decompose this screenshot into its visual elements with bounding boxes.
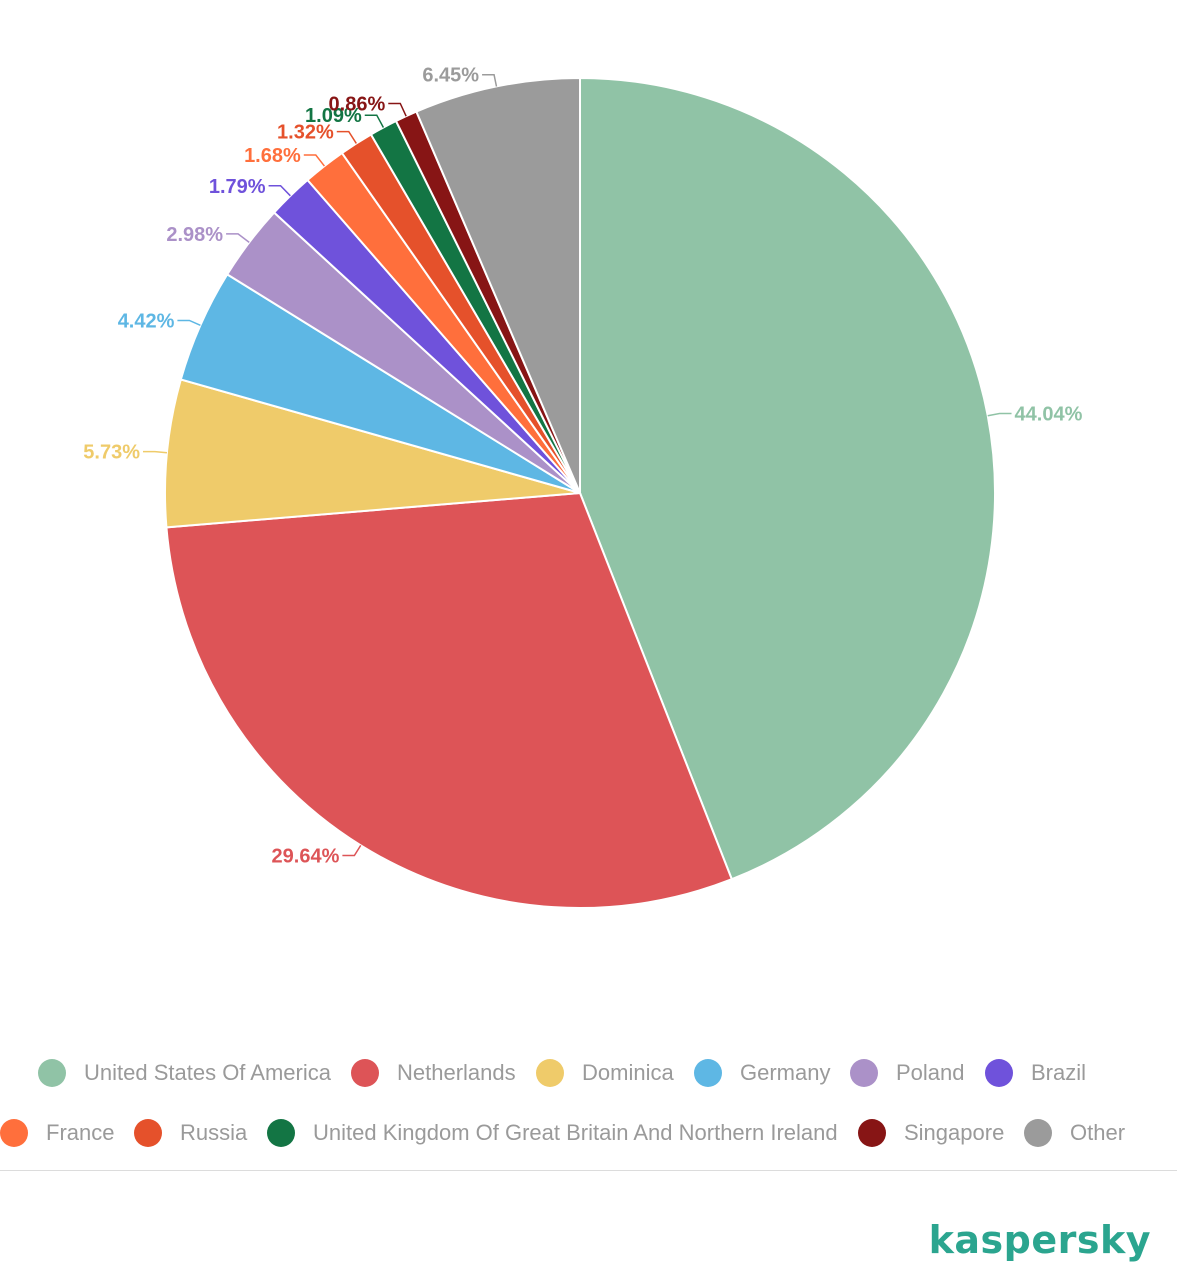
legend-label: United States Of America [84, 1060, 331, 1085]
label-leader-singapore [388, 102, 407, 117]
legend-item-other: Other [1024, 1118, 1125, 1148]
legend-swatch [536, 1059, 564, 1087]
legend-swatch [858, 1119, 886, 1147]
data-label-other: 6.45% [422, 65, 479, 87]
divider [0, 1170, 1177, 1171]
label-leader-russia [336, 130, 357, 144]
data-label-russia: 1.32% [277, 122, 334, 144]
label-leader-united-kingdom-of-great-britain-and-northern-ireland [364, 114, 385, 128]
label-leader-netherlands [342, 844, 362, 857]
legend-swatch [351, 1059, 379, 1087]
kaspersky-logo: kaspersky [928, 1218, 1151, 1262]
label-leader-germany [177, 319, 201, 327]
legend-item-france: France [0, 1118, 114, 1148]
legend-item-dominica: Dominica [536, 1058, 674, 1088]
label-leader-brazil [268, 185, 291, 197]
legend-label: Netherlands [397, 1060, 516, 1085]
data-label-singapore: 0.86% [329, 93, 386, 115]
data-label-dominica: 5.73% [83, 442, 140, 464]
legend-item-poland: Poland [850, 1058, 965, 1088]
legend-item-netherlands: Netherlands [351, 1058, 516, 1088]
data-label-france: 1.68% [244, 145, 301, 167]
pie-chart-svg: 44.04% 29.64% 5.73% 4.42% 2.98% 1.79% 1.68%1.3… [83, 65, 1083, 909]
legend-label: Singapore [904, 1120, 1005, 1145]
legend-swatch [1024, 1119, 1052, 1147]
data-label-germany: 4.42% [118, 310, 175, 332]
pie-chart: 44.04% 29.64% 5.73% 4.42% 2.98% 1.79% 1.68% 1.3… [83, 65, 1083, 909]
legend-label: United Kingdom Of Great Britain And Nort… [313, 1120, 838, 1145]
legend-item-brazil: Brazil [985, 1058, 1086, 1088]
legend-item-singapore: Singapore [858, 1118, 1004, 1148]
legend-label: Russia [180, 1120, 248, 1145]
data-label-netherlands: 29.64% [272, 846, 340, 868]
legend-item-united-states-of-america: United States Of America [38, 1058, 331, 1088]
legend-swatch [850, 1059, 878, 1087]
legend-item-russia: Russia [134, 1118, 247, 1148]
pie-slice-other [415, 76, 581, 494]
legend-swatch [985, 1059, 1013, 1087]
data-label-brazil: 1.79% [209, 176, 266, 198]
legend-swatch [134, 1119, 162, 1147]
legend-label: Other [1070, 1120, 1126, 1145]
legend-label: Dominica [582, 1060, 674, 1085]
label-leader-united-states-of-america [987, 412, 1012, 417]
legend-swatch [0, 1119, 28, 1147]
legend-item-united-kingdom-of-great-britain-and-northern-ireland: United Kingdom Of Great Britain And Nort… [267, 1118, 838, 1148]
legend-swatch [694, 1059, 722, 1087]
data-label-united-kingdom-of-great-britain-and-northern-ireland: 1.09% [305, 105, 362, 127]
label-leader-dominica [143, 450, 168, 454]
legend-label: Brazil [1031, 1060, 1087, 1085]
legend-label: Germany [740, 1060, 831, 1085]
legend-item-germany: Germany [694, 1058, 830, 1088]
legend-swatch [267, 1119, 295, 1147]
legend-label: France [46, 1120, 115, 1145]
legend-label: Poland [896, 1060, 965, 1085]
data-label-united-states-of-america: 44.04% [1015, 404, 1083, 426]
pie-slice-united-states-of-america [579, 76, 996, 881]
pie-slice-dominica [164, 378, 581, 529]
label-leader-france [303, 154, 326, 167]
pie-slice-netherlands [165, 491, 734, 909]
legend-swatch [38, 1059, 66, 1087]
data-label-poland: 2.98% [166, 224, 223, 246]
label-leader-poland [226, 233, 250, 243]
chart-legend: United States Of America Netherlands Domin… [0, 1050, 1177, 1160]
label-leader-other [482, 73, 498, 87]
